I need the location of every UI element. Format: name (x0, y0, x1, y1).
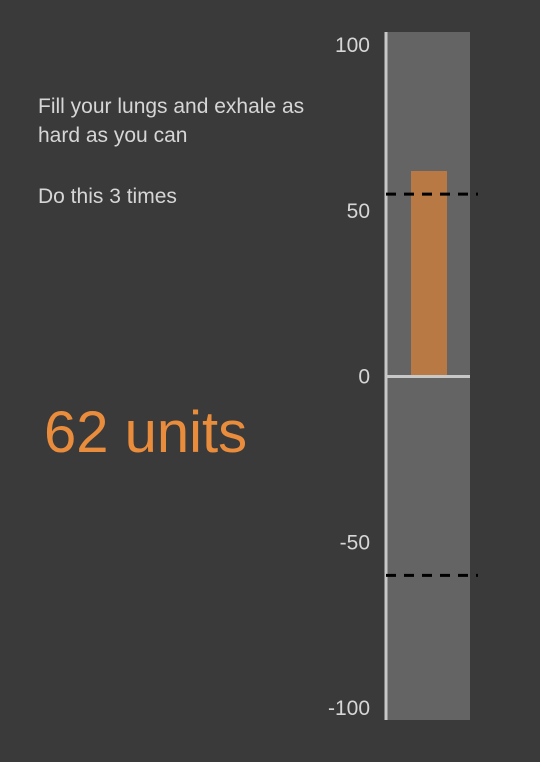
tick-label: 0 (358, 366, 370, 389)
tick-label: 50 (347, 200, 370, 223)
instruction-text: Fill your lungs and exhale as hard as yo… (38, 95, 305, 147)
tick-label: -50 (340, 531, 370, 554)
repeat-instruction-text: Do this 3 times (38, 185, 177, 208)
reading-value: 62 units (44, 400, 248, 465)
tick-labels: 100 50 0 -50 -100 (328, 34, 370, 720)
tick-label: 100 (335, 34, 370, 57)
tick-label: -100 (328, 697, 370, 720)
gauge-bar (411, 170, 447, 377)
